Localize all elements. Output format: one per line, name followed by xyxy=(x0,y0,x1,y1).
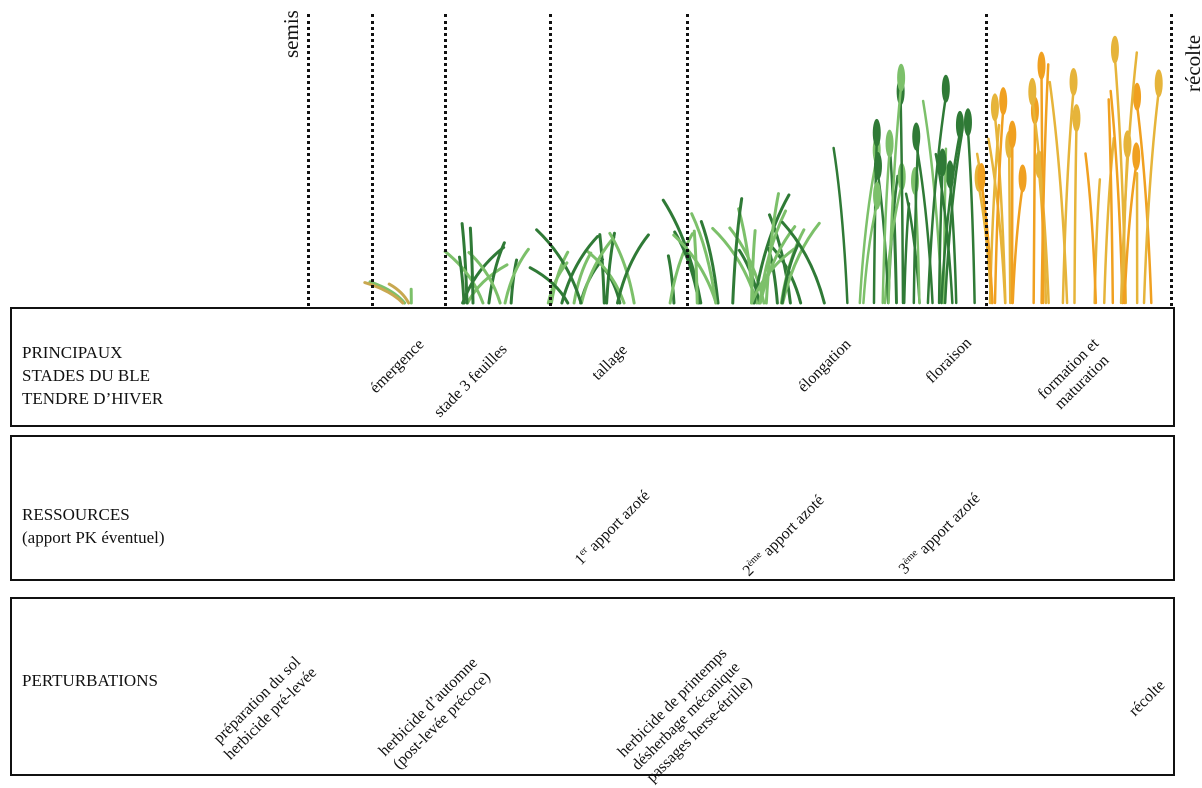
separator-semis xyxy=(307,14,310,306)
perturbations-title: PERTURBATIONS xyxy=(22,671,158,690)
resources-box: RESSOURCES (apport PK éventuel) xyxy=(10,435,1175,581)
stages-box: PRINCIPAUX STADES DU BLE TENDRE D’HIVER xyxy=(10,307,1175,427)
wheat-growth-illustration xyxy=(363,35,1163,305)
separator-harvest xyxy=(1170,14,1173,306)
perturbations-box: PERTURBATIONS xyxy=(10,597,1175,776)
separator-tillering xyxy=(549,14,552,306)
resources-title: RESSOURCES (apport PK éventuel) xyxy=(22,505,165,547)
crop-cycle-diagram: semis récolte PRINCIPAUX STADES DU BLE T… xyxy=(10,10,1202,786)
separator-emergence xyxy=(371,14,374,306)
stages-title: PRINCIPAUX STADES DU BLE TENDRE D’HIVER xyxy=(22,343,164,408)
separator-3-leaves xyxy=(444,14,447,306)
separator-flowering xyxy=(985,14,988,306)
separator-elongation xyxy=(686,14,689,306)
recolte-top-label: récolte xyxy=(1181,34,1202,92)
semis-label: semis xyxy=(279,10,303,58)
